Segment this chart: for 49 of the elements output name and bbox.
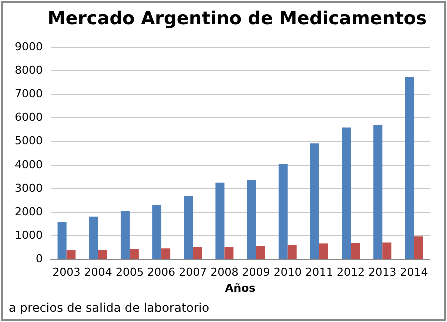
bar (351, 243, 360, 259)
bar (342, 128, 352, 259)
bar (278, 164, 288, 259)
y-tick-label: 4000 (15, 158, 43, 172)
x-tick-label: 2008 (210, 266, 239, 279)
x-tick-label: 2003 (52, 266, 81, 279)
bar (193, 247, 202, 259)
bar (66, 250, 76, 259)
bar (130, 249, 139, 259)
x-tick-label: 2011 (305, 266, 334, 279)
bar (58, 222, 67, 259)
y-tick-label: 0 (36, 252, 43, 266)
y-tick-label: 3000 (15, 182, 43, 195)
bar (98, 250, 108, 259)
y-tick-label: 7000 (15, 88, 43, 101)
bar (374, 124, 383, 259)
bar (89, 216, 98, 259)
bar (224, 246, 234, 259)
bar (152, 206, 162, 259)
x-tick-label: 2009 (242, 266, 270, 279)
bar (288, 245, 297, 259)
bar (414, 236, 424, 259)
y-tick-label: 2000 (15, 205, 43, 218)
bar (120, 211, 130, 259)
x-tick-label: 2006 (148, 266, 176, 279)
bar (256, 246, 266, 259)
chart-title: Mercado Argentino de Medicamentos (48, 8, 428, 30)
x-tick-label: 2013 (368, 266, 397, 279)
x-tick-label: 2014 (400, 266, 428, 279)
y-tick-label: 1000 (15, 228, 43, 242)
x-tick-label: 2005 (116, 266, 144, 279)
bar (319, 244, 328, 259)
x-tick-label: 2012 (337, 266, 366, 279)
bar (184, 196, 194, 259)
bar (382, 242, 392, 259)
y-tick-label: 9000 (15, 40, 43, 54)
y-tick-label: 5000 (15, 134, 43, 148)
bar (162, 248, 171, 259)
x-axis-title: Años (225, 282, 256, 295)
y-tick-label: 8000 (15, 64, 43, 78)
bar (216, 182, 225, 259)
text: a precios de salida de laboratorio (9, 301, 210, 315)
bar (405, 77, 414, 259)
x-tick-label: 2010 (274, 266, 302, 279)
bar (247, 180, 256, 259)
y-tick-label: 6000 (15, 111, 43, 124)
bar (310, 144, 320, 259)
x-tick-label: 2007 (179, 266, 208, 279)
x-tick-label: 2004 (84, 266, 112, 279)
